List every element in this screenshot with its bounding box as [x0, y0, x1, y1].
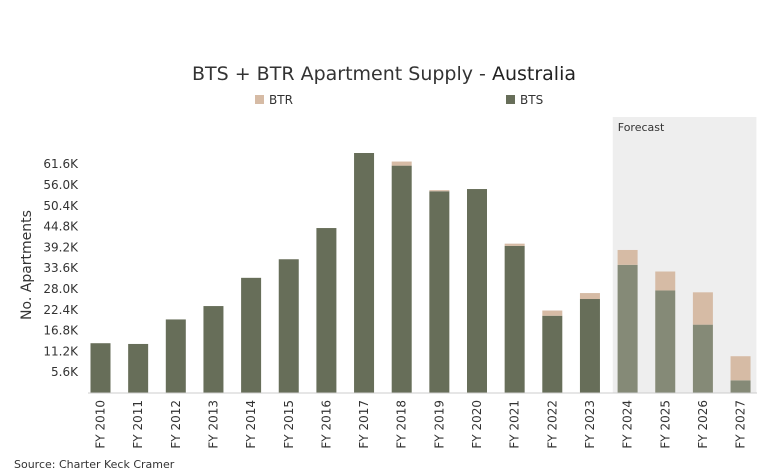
bar-bts-fy-2012	[165, 319, 186, 393]
y-tick-label: 50.4K	[43, 199, 79, 213]
y-tick-label: 33.6K	[43, 261, 79, 275]
x-tick-label: FY 2015	[282, 400, 296, 449]
x-tick-label: FY 2023	[583, 400, 597, 449]
legend-label-btr: BTR	[269, 93, 293, 107]
x-tick-label: FY 2010	[94, 400, 108, 449]
bar-bts-fy-2023	[579, 299, 600, 393]
y-tick-label: 16.8K	[43, 324, 79, 338]
bars-group	[88, 153, 757, 394]
bar-bts-fy-2020	[467, 189, 487, 393]
chart-title: BTS + BTR Apartment Supply - Australia	[192, 63, 576, 85]
bar-bts-fy-2022	[542, 315, 563, 393]
source-note: Source: Charter Keck Cramer	[14, 458, 175, 471]
x-tick-label: FY 2024	[621, 400, 635, 449]
forecast-label: Forecast	[618, 121, 665, 134]
bar-btr-fy-2019	[429, 190, 450, 192]
x-tick-label: FY 2018	[395, 400, 409, 449]
x-tick-label: FY 2025	[658, 400, 672, 449]
legend-swatch-btr	[255, 95, 264, 104]
bar-bts-fy-2014	[241, 277, 262, 393]
legend-swatch-bts	[506, 95, 515, 104]
x-tick-label: FY 2019	[432, 400, 446, 449]
x-tick-label: FY 2026	[696, 400, 710, 449]
chart-title-emphasis: Australia	[492, 63, 576, 85]
bar-bts-fy-2013	[203, 306, 224, 393]
y-tick-label: 61.6K	[43, 157, 79, 171]
bar-bts-fy-2027	[730, 380, 751, 393]
y-tick-label: 5.6K	[51, 365, 79, 379]
bar-bts-fy-2018	[391, 165, 412, 393]
bar-btr-fy-2026	[692, 292, 713, 325]
bar-bts-fy-2010	[90, 343, 111, 393]
bar-btr-fy-2024	[617, 249, 638, 265]
bar-btr-fy-2027	[730, 356, 751, 381]
bar-bts-fy-2021	[504, 245, 525, 393]
bar-bts-fy-2017	[354, 153, 375, 393]
x-axis-ticks: FY 2010 FY 2011 FY 2012 FY 2013 FY 2014 FY 20…	[94, 400, 748, 449]
bar-btr-fy-2018	[391, 161, 412, 166]
y-tick-label: 44.8K	[43, 220, 79, 234]
x-tick-label: FY 2027	[734, 400, 748, 449]
x-tick-label: FY 2020	[470, 400, 484, 449]
x-tick-label: FY 2014	[244, 400, 258, 449]
bar-bts-fy-2024	[617, 264, 638, 393]
bar-btr-fy-2023	[579, 293, 600, 300]
chart-title-main: BTS + BTR Apartment Supply -	[192, 63, 492, 85]
bar-bts-fy-2026	[692, 324, 713, 393]
x-tick-label: FY 2017	[357, 400, 371, 449]
y-tick-label: 22.4K	[43, 303, 79, 317]
x-tick-label: FY 2021	[508, 400, 522, 449]
bar-bts-fy-2015	[278, 259, 299, 393]
bar-bts-fy-2016	[316, 228, 337, 393]
bar-bts-fy-2019	[429, 191, 450, 393]
y-tick-label: 11.2K	[43, 344, 79, 358]
legend-label-bts: BTS	[520, 93, 543, 107]
bar-bts-fy-2011	[128, 343, 149, 393]
bar-bts-fy-2025	[655, 290, 676, 393]
x-tick-label: FY 2013	[206, 400, 220, 449]
y-tick-label: 28.0K	[43, 282, 79, 296]
bar-btr-fy-2022	[542, 310, 563, 316]
x-tick-label: FY 2012	[169, 400, 183, 449]
x-tick-label: FY 2011	[131, 400, 145, 449]
legend: BTR BTS	[255, 93, 543, 107]
bar-btr-fy-2025	[655, 271, 676, 291]
y-axis-ticks: 5.6K 11.2K 16.8K 22.4K 28.0K 33.6K 39.2K 44.8K 5…	[43, 157, 79, 379]
bar-btr-fy-2021	[504, 243, 525, 246]
y-tick-label: 39.2K	[43, 240, 79, 254]
y-tick-label: 56.0K	[43, 178, 79, 192]
y-axis-label: No. Apartments	[19, 210, 35, 320]
x-tick-label: FY 2022	[545, 400, 559, 449]
x-tick-label: FY 2016	[319, 400, 333, 449]
